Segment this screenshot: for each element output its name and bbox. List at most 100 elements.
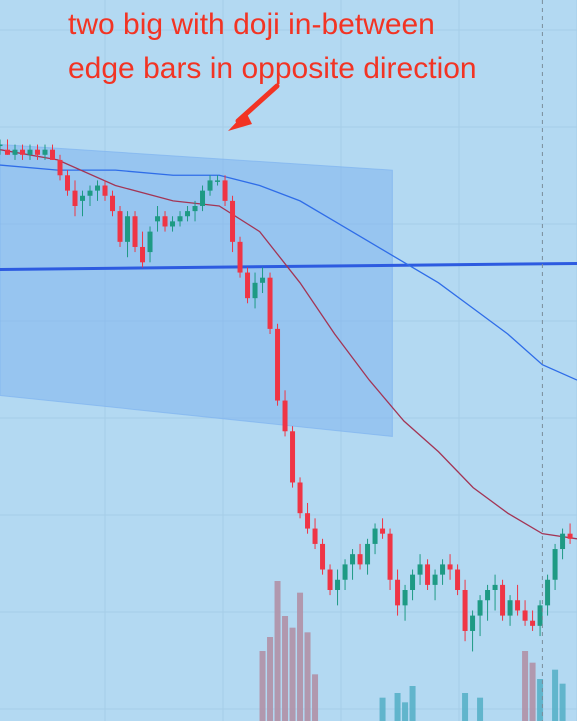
- moving-average-layer: [0, 149, 577, 540]
- candle-body: [275, 328, 281, 401]
- candle-down: [72, 180, 78, 217]
- candle-up: [260, 267, 266, 294]
- candle-down: [50, 144, 56, 160]
- candle-body: [72, 190, 78, 206]
- candle-body: [125, 216, 131, 242]
- candle-body: [117, 211, 123, 242]
- candle-body: [12, 149, 18, 155]
- candle-body: [402, 590, 408, 606]
- candle-down: [20, 144, 26, 160]
- candle-up: [12, 144, 18, 160]
- volume-bar: [274, 581, 281, 721]
- moving-average-fast-line: [0, 149, 577, 540]
- candle-body: [425, 564, 431, 585]
- candle-body: [185, 211, 191, 217]
- candle-up: [177, 211, 183, 227]
- candle-body: [102, 185, 108, 196]
- candle-up: [537, 600, 543, 637]
- candle-body: [552, 549, 558, 580]
- candle-body: [462, 590, 468, 631]
- candle-up: [410, 569, 416, 601]
- candle-body: [0, 144, 3, 147]
- candle-body: [65, 175, 71, 191]
- candle-body: [335, 579, 341, 590]
- candle-body: [297, 482, 303, 514]
- candle-body: [260, 277, 266, 283]
- candle-body: [282, 400, 288, 432]
- volume-bar: [304, 632, 311, 721]
- candle-up: [170, 216, 176, 232]
- candle-layer: [0, 139, 573, 652]
- candle-body: [170, 221, 176, 227]
- candle-body: [485, 590, 491, 601]
- candle-body: [500, 584, 506, 616]
- candle-down: [117, 206, 123, 247]
- candle-down: [297, 477, 303, 519]
- candle-body: [245, 272, 251, 299]
- candle-body: [567, 533, 573, 539]
- candle-body: [477, 600, 483, 616]
- candle-up: [125, 211, 131, 258]
- volume-bar: [537, 679, 544, 721]
- candle-down: [222, 175, 228, 206]
- volume-bar: [477, 697, 484, 721]
- volume-layer: [259, 581, 566, 721]
- candle-body: [27, 149, 33, 155]
- candle-up: [417, 554, 423, 585]
- volume-bar: [394, 693, 401, 721]
- candle-down: [500, 579, 506, 621]
- volume-bar: [402, 702, 409, 721]
- candle-body: [267, 277, 273, 329]
- candle-down: [320, 538, 326, 575]
- candle-body: [162, 216, 168, 227]
- candle-body: [252, 282, 258, 299]
- volume-bar: [529, 662, 536, 721]
- candle-up: [350, 549, 356, 580]
- candle-down: [275, 323, 281, 406]
- candle-body: [320, 543, 326, 570]
- candle-up: [215, 175, 221, 186]
- volume-bar: [282, 616, 289, 721]
- volume-bar: [267, 637, 274, 721]
- candle-body: [140, 246, 146, 263]
- horizontal-level-line: [0, 261, 577, 271]
- candle-body: [560, 533, 566, 550]
- candle-body: [5, 149, 11, 155]
- candle-up: [147, 226, 153, 263]
- candle-body: [177, 216, 183, 222]
- candle-down: [515, 584, 521, 616]
- candle-body: [50, 149, 56, 160]
- candle-up: [402, 584, 408, 621]
- candle-down: [65, 170, 71, 196]
- candle-up: [155, 206, 161, 232]
- candle-down: [267, 272, 273, 334]
- candle-down: [35, 144, 41, 160]
- shaded-channel-layer: [0, 144, 393, 437]
- volume-bar: [297, 592, 304, 721]
- candle-body: [537, 605, 543, 626]
- candle-up: [507, 595, 513, 626]
- candle-down: [5, 139, 11, 155]
- candle-body: [215, 180, 221, 182]
- candle-body: [95, 185, 101, 191]
- candle-up: [185, 206, 191, 222]
- volume-bar: [552, 669, 559, 721]
- candle-body: [237, 241, 243, 273]
- candle-up: [432, 569, 438, 601]
- candle-body: [365, 543, 371, 565]
- candle-down: [462, 579, 468, 642]
- candle-down: [522, 600, 528, 626]
- annotation-line-2: edge bars in opposite direction: [68, 52, 477, 85]
- candle-down: [425, 559, 431, 590]
- candle-down: [327, 564, 333, 596]
- candle-up: [200, 185, 206, 212]
- candle-up: [42, 144, 48, 160]
- candle-body: [447, 564, 453, 570]
- candle-down: [162, 211, 168, 232]
- candle-up: [207, 175, 213, 196]
- level-layer: [0, 261, 577, 271]
- candle-up: [560, 528, 566, 560]
- candle-body: [440, 564, 446, 575]
- candle-body: [530, 620, 536, 626]
- candle-body: [305, 513, 311, 529]
